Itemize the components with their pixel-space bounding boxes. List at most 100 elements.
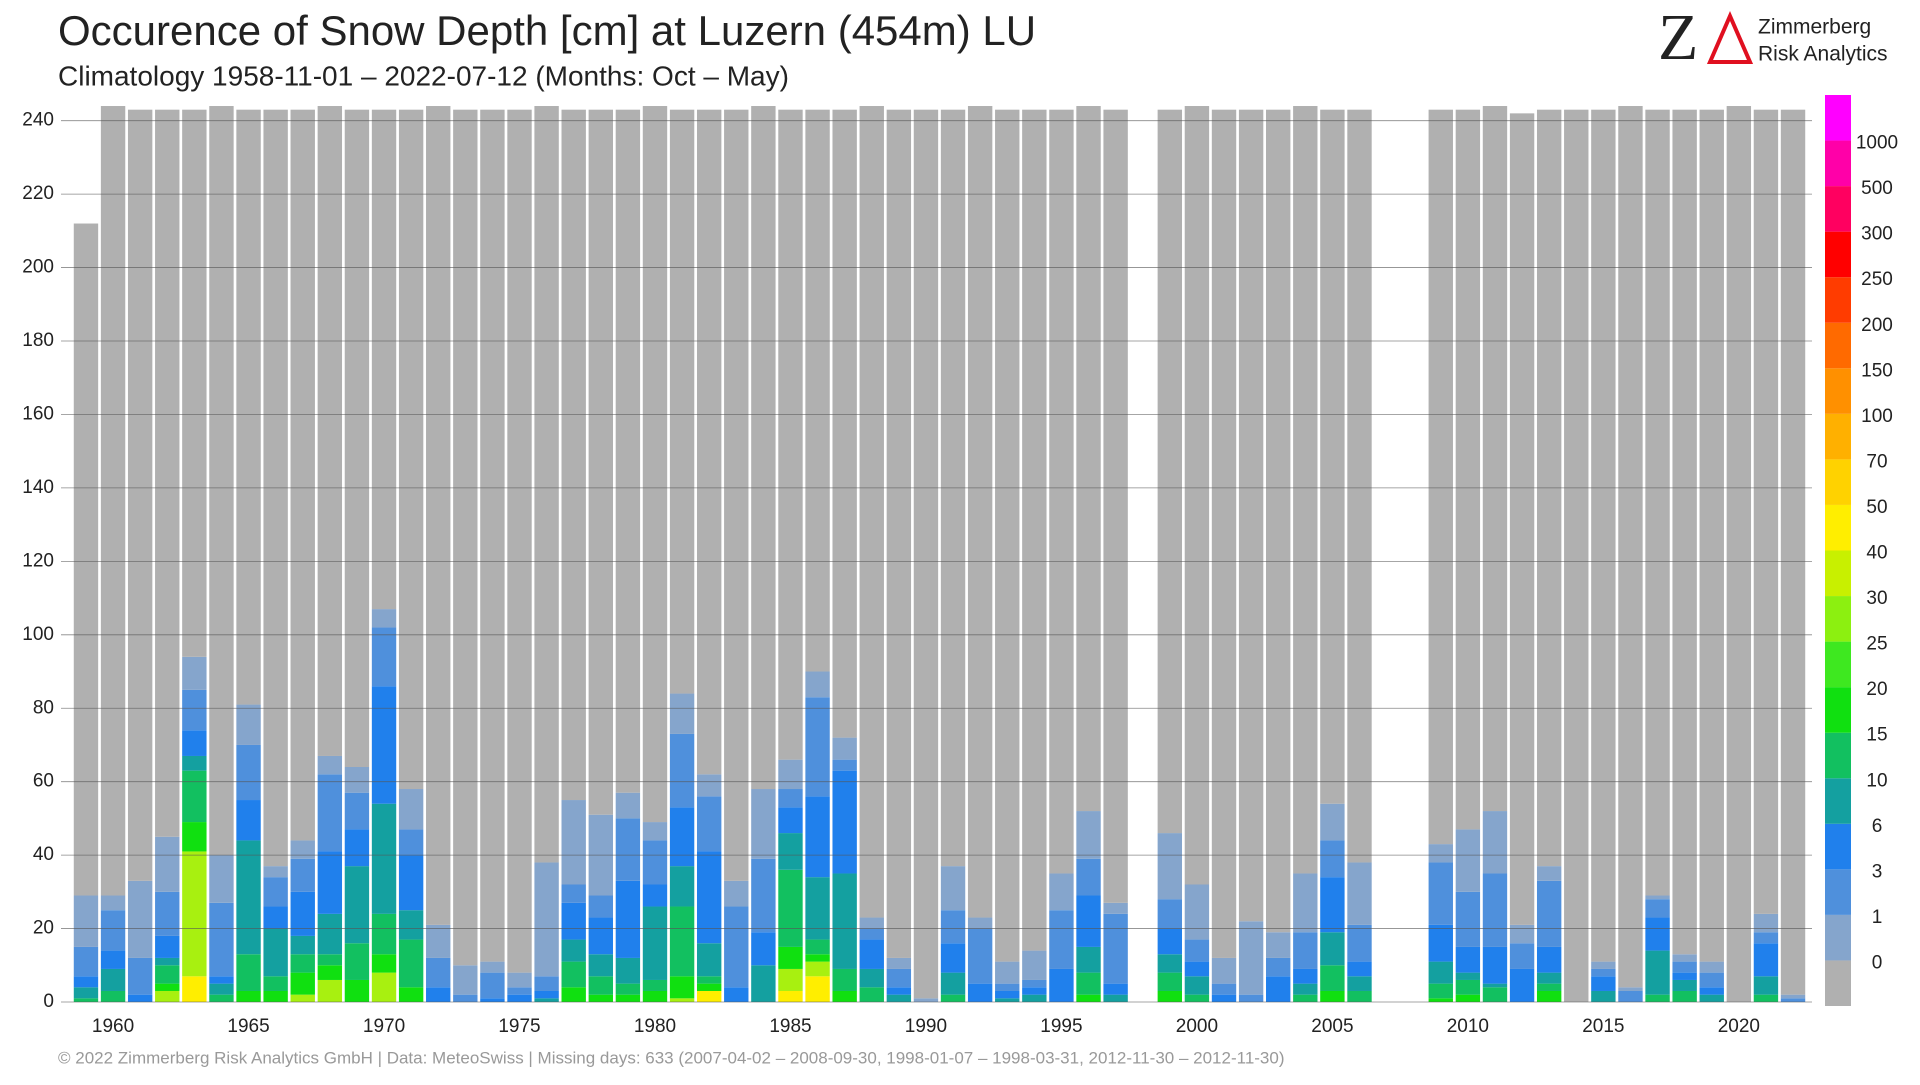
bar-segment	[73, 987, 99, 999]
bar-segment	[669, 906, 695, 977]
bar-segment	[290, 994, 315, 1002]
colorbar-label: 25	[1866, 634, 1887, 655]
bar-segment	[1699, 987, 1724, 995]
bar-segment	[940, 972, 966, 995]
bar-segment	[1455, 891, 1481, 947]
bar-segment	[1076, 106, 1101, 812]
colorbar-box	[1825, 687, 1851, 733]
bar-segment	[1699, 994, 1724, 1002]
bar-segment	[696, 774, 722, 797]
bar-segment	[371, 954, 397, 973]
bar-segment	[290, 935, 315, 955]
bar-segment	[940, 866, 966, 911]
bar-segment	[588, 109, 613, 815]
bar-segment	[561, 939, 586, 962]
bar-segment	[588, 917, 613, 955]
bar-segment	[1049, 968, 1074, 1002]
x-tick-label: 2005	[1311, 1016, 1353, 1037]
bar-segment	[127, 880, 153, 958]
bar-segment	[940, 943, 966, 973]
bar-segment	[290, 858, 315, 892]
logo-line: Zimmerberg	[1758, 16, 1871, 39]
bar-segment	[642, 106, 668, 823]
colorbar-box	[1825, 914, 1851, 961]
bar-segment	[886, 968, 912, 988]
y-tick-label: 40	[33, 844, 54, 865]
bar-segment	[1482, 983, 1508, 988]
bar-segment	[1157, 833, 1183, 900]
bar-segment	[534, 106, 559, 863]
bar-segment	[182, 656, 207, 690]
bar-segment	[832, 990, 857, 1002]
bar-segment	[398, 109, 424, 790]
bar-segment	[696, 109, 722, 775]
bar-segment	[1482, 873, 1508, 947]
colorbar-box	[1825, 732, 1851, 779]
bar-segment	[344, 792, 370, 830]
bar-segment	[1266, 109, 1291, 933]
bar-segment	[344, 943, 370, 980]
bar-segment	[1347, 862, 1372, 925]
bar-segment	[1320, 109, 1345, 804]
colorbar-box	[1825, 186, 1851, 232]
bar-segment	[1157, 972, 1183, 991]
bar-segment	[1672, 972, 1697, 980]
y-tick-label: 60	[33, 771, 54, 792]
bar-segment	[1184, 939, 1210, 962]
bar-segment	[1536, 880, 1562, 947]
colorbar-box	[1825, 231, 1851, 278]
bar-segment	[859, 928, 884, 940]
bar-segment	[236, 800, 261, 841]
bar-segment	[236, 954, 261, 991]
colorbar-label: 50	[1866, 497, 1887, 518]
bar-segment	[1780, 994, 1806, 999]
bar-segment	[317, 755, 343, 775]
bar-segment	[1076, 811, 1101, 859]
bar-segment	[1536, 990, 1562, 1002]
bar-segment	[1509, 113, 1535, 925]
bar-segment	[588, 895, 613, 918]
bar-segment	[642, 906, 668, 980]
bar-segment	[182, 976, 207, 1002]
y-tick-label: 140	[22, 477, 54, 498]
bar-segment	[534, 990, 559, 999]
x-tick-label: 1980	[634, 1016, 676, 1037]
colorbar-box	[1825, 95, 1851, 141]
bar-segment	[1753, 943, 1779, 977]
bar-segment	[317, 774, 343, 852]
bar-segment	[290, 972, 315, 995]
bar-segment	[588, 954, 613, 977]
bar-segment	[209, 994, 234, 1002]
bar-segment	[344, 766, 370, 793]
colorbar-label: 200	[1861, 315, 1893, 336]
bar-segment	[1455, 994, 1481, 1002]
bar-segment	[1211, 109, 1237, 958]
bar-segment	[155, 935, 180, 958]
x-tick-label: 2000	[1176, 1016, 1218, 1037]
bar-segment	[832, 770, 857, 874]
bar-segment	[642, 840, 668, 885]
y-tick-label: 240	[22, 110, 54, 131]
bar-segment	[778, 789, 803, 808]
bar-segment	[480, 998, 505, 1002]
bar-segment	[1645, 895, 1670, 900]
x-tick-label: 1990	[905, 1016, 947, 1037]
bar-segment	[1591, 109, 1616, 962]
bar-segment	[1184, 976, 1210, 995]
colorbar-label: 3	[1872, 861, 1883, 882]
bar-segment	[100, 968, 126, 991]
bar-segment	[453, 109, 478, 966]
bar-segment	[1699, 109, 1724, 962]
bar-segment	[1157, 990, 1183, 1002]
bar-segment	[480, 961, 505, 973]
bar-segment	[724, 906, 749, 988]
bar-segment	[696, 976, 722, 984]
bar-segment	[1536, 866, 1562, 881]
bar-segment	[832, 737, 857, 760]
bar-segment	[1293, 983, 1318, 995]
bar-segment	[642, 990, 668, 1002]
bar-segment	[398, 789, 424, 830]
bar-segment	[1753, 913, 1779, 933]
bar-segment	[886, 987, 912, 995]
